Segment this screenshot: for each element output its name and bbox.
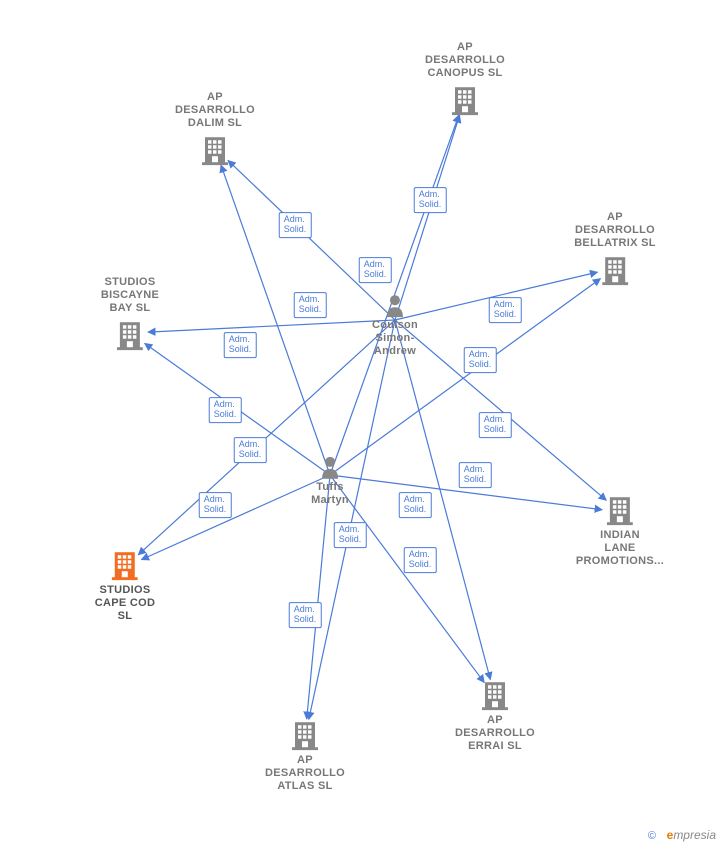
edge-label: Adm. Solid. [279,212,312,238]
edge-coulson-biscayne [148,320,395,332]
brand-watermark: empresia [667,828,716,842]
edge-label: Adm. Solid. [399,492,432,518]
edge-coulson-capecod [138,320,395,555]
edge-tuffs-dalim [221,165,330,475]
edge-tuffs-capecod [141,475,330,560]
edge-coulson-canopus [395,115,460,320]
edge-tuffs-canopus [330,115,459,475]
edge-coulson-indian [395,320,606,500]
edge-tuffs-atlas [307,475,330,719]
edge-label: Adm. Solid. [199,492,232,518]
edge-label: Adm. Solid. [479,412,512,438]
edge-label: Adm. Solid. [289,602,322,628]
edge-tuffs-bellatrix [330,279,600,475]
edge-coulson-atlas [309,320,395,719]
edge-label: Adm. Solid. [234,437,267,463]
edge-label: Adm. Solid. [359,257,392,283]
edge-label: Adm. Solid. [294,292,327,318]
edge-label: Adm. Solid. [414,187,447,213]
edge-label: Adm. Solid. [224,332,257,358]
edge-label: Adm. Solid. [459,462,492,488]
copyright-symbol: © [648,830,656,842]
edge-label: Adm. Solid. [404,547,437,573]
network-canvas [0,0,728,850]
edge-label: Adm. Solid. [334,522,367,548]
edge-label: Adm. Solid. [489,297,522,323]
edge-label: Adm. Solid. [464,347,497,373]
edge-label: Adm. Solid. [209,397,242,423]
